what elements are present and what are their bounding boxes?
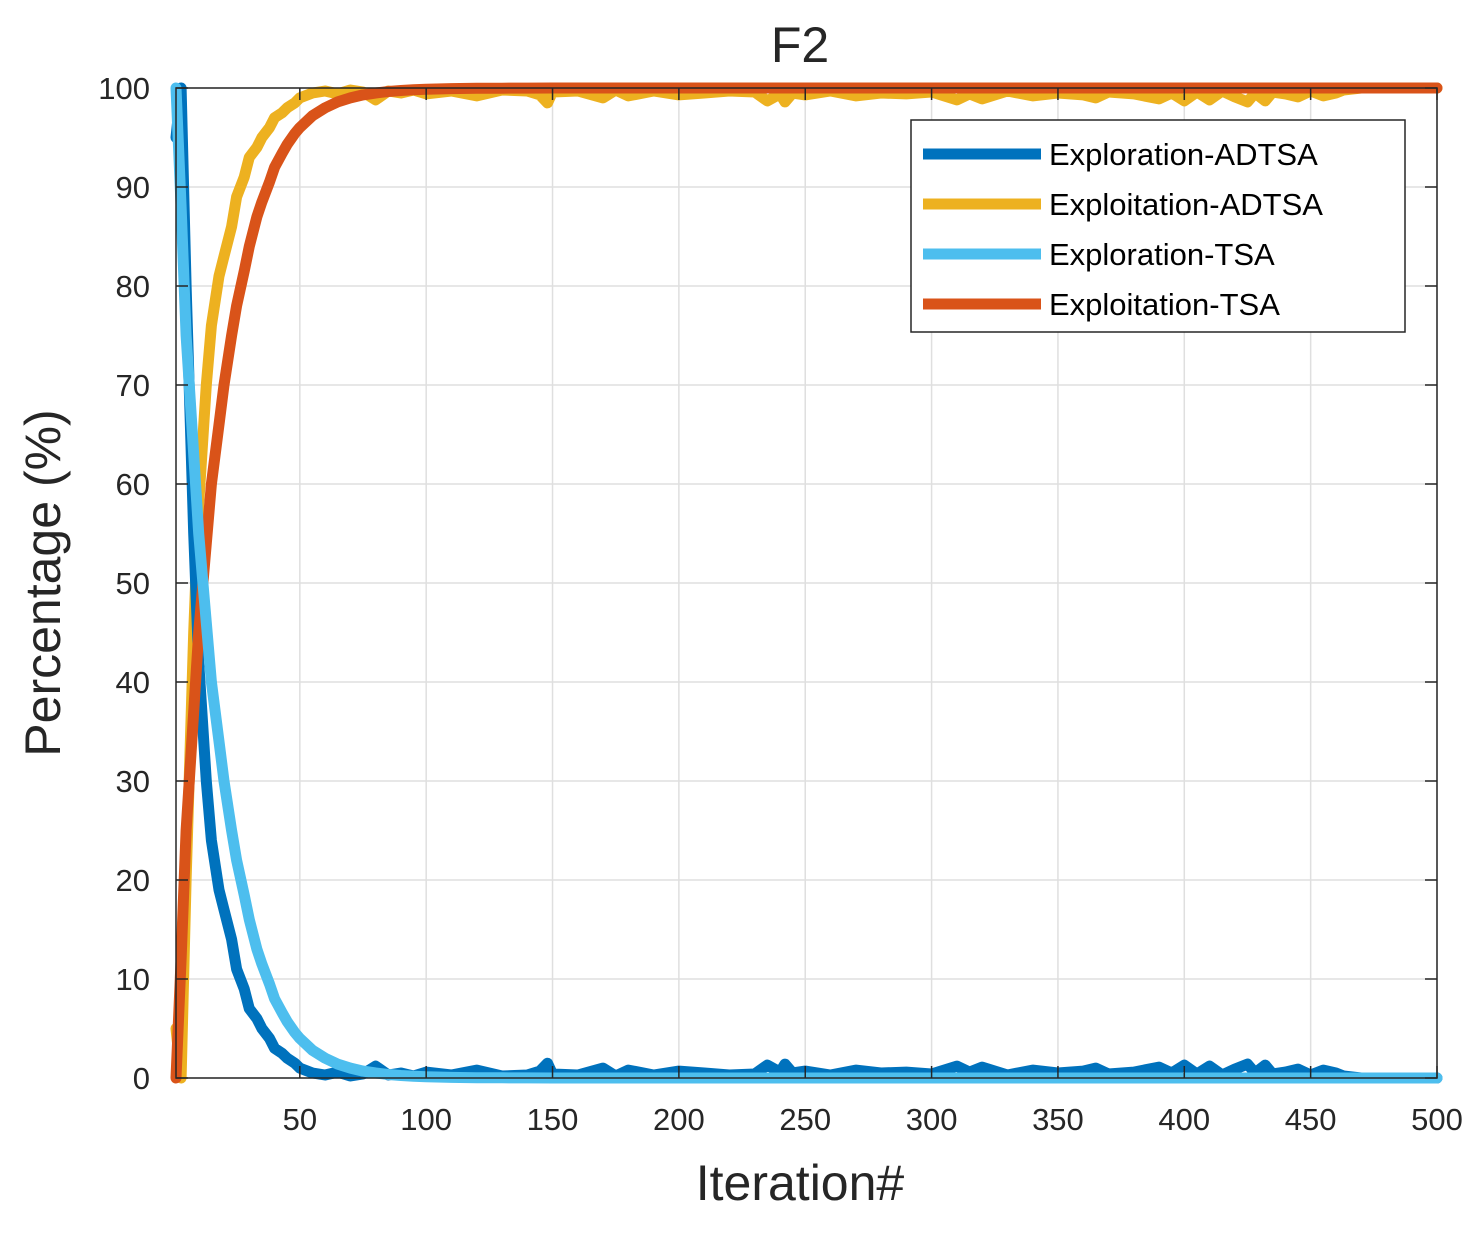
y-tick-label: 90 — [116, 170, 150, 205]
y-tick-label: 60 — [116, 467, 150, 502]
x-tick-label: 500 — [1411, 1102, 1463, 1137]
legend: Exploration-ADTSA Exploitation-ADTSA Explo… — [910, 119, 1406, 333]
series-line-exploration-adtsa — [170, 82, 1443, 1084]
x-tick-label: 400 — [1158, 1102, 1210, 1137]
x-tick-label: 250 — [779, 1102, 831, 1137]
y-tick-label: 100 — [98, 71, 150, 106]
y-tick-label: 20 — [116, 863, 150, 898]
y-tick-label: 40 — [116, 665, 150, 700]
legend-label: Exploitation-TSA — [1049, 287, 1280, 322]
x-tick-label: 350 — [1032, 1102, 1084, 1137]
legend-label: Exploitation-ADTSA — [1049, 187, 1323, 222]
x-tick-label: 150 — [527, 1102, 579, 1137]
axis-ticks: 50 100 150 200 250 300 350 400 450 500 0 10 20 30 40 50… — [98, 71, 1463, 1137]
y-tick-label: 50 — [116, 566, 150, 601]
y-tick-label: 0 — [133, 1061, 150, 1096]
x-tick-label: 300 — [906, 1102, 958, 1137]
chart-title: F2 — [771, 17, 829, 73]
series-line-exploitation-adtsa — [170, 82, 1443, 1084]
legend-label: Exploration-ADTSA — [1049, 137, 1318, 172]
legend-label: Exploration-TSA — [1049, 237, 1275, 272]
x-tick-label: 100 — [400, 1102, 452, 1137]
x-tick-label: 200 — [653, 1102, 705, 1137]
y-tick-label: 10 — [116, 962, 150, 997]
x-tick-label: 50 — [283, 1102, 317, 1137]
y-axis-title: Percentage (%) — [15, 409, 71, 756]
y-tick-label: 80 — [116, 269, 150, 304]
y-tick-label: 30 — [116, 764, 150, 799]
x-axis-title: Iteration# — [696, 1155, 905, 1211]
x-tick-label: 450 — [1285, 1102, 1337, 1137]
y-tick-label: 70 — [116, 368, 150, 403]
